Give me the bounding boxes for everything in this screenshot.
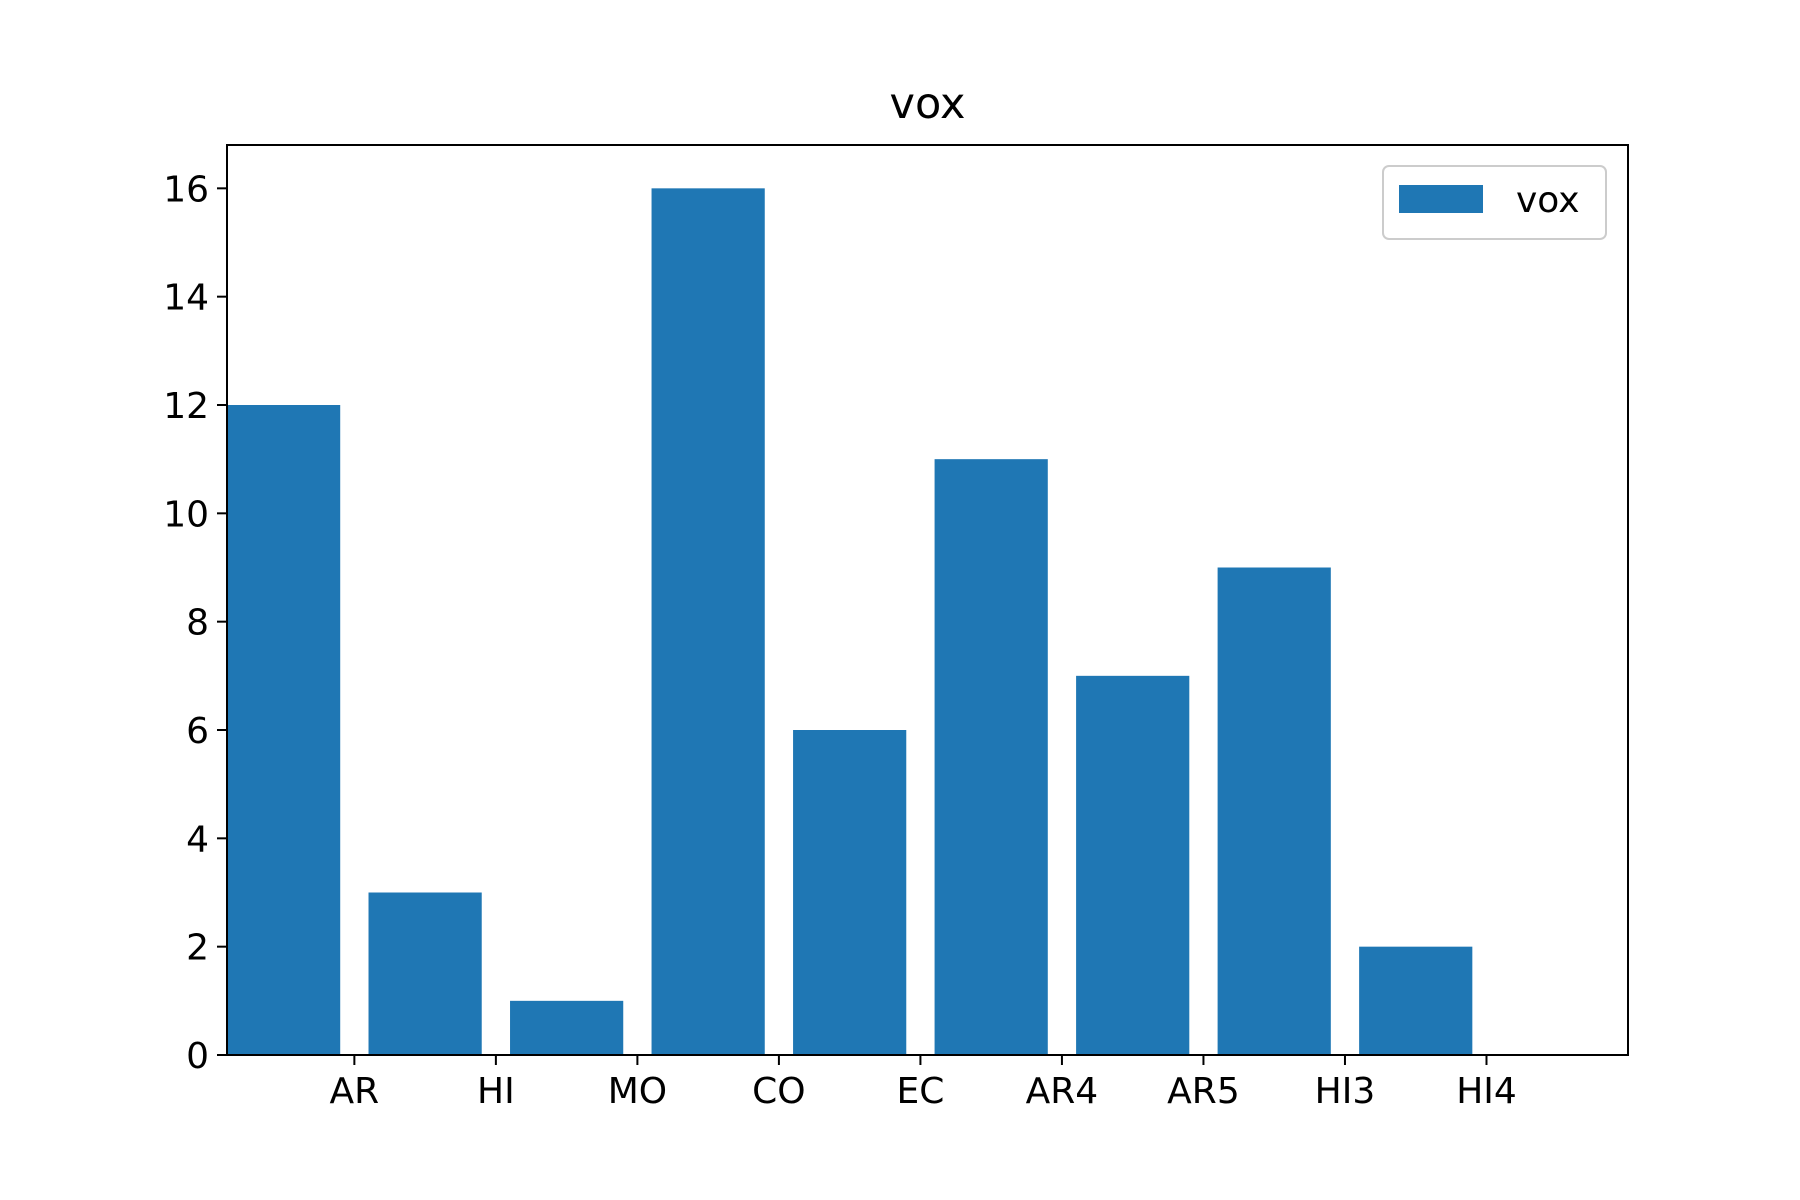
x-tick-label: MO [608,1071,667,1112]
bar-hi [368,892,482,1055]
y-axis: 0 2 4 6 8 10 12 14 16 [163,169,227,1077]
legend-swatch [1399,185,1483,213]
bar-ar [227,405,341,1055]
y-tick-label: 0 [186,1036,209,1077]
plot-frame [226,144,1629,1056]
legend: vox [1382,165,1607,240]
y-tick-label: 16 [163,169,209,210]
x-tick-label: EC [896,1071,944,1112]
x-tick-label: HI [477,1071,515,1112]
x-tick-label: CO [752,1071,805,1112]
bar-mo [510,1000,624,1055]
x-tick-label: AR [330,1071,380,1112]
x-tick-label: AR5 [1167,1071,1240,1112]
y-tick-label: 8 [186,603,209,644]
bars-group [227,188,1473,1056]
legend-label: vox [1516,180,1580,221]
y-tick-label: 2 [186,928,209,969]
x-tick-label: AR4 [1026,1071,1099,1112]
x-axis: AR HI MO CO EC AR4 AR5 HI3 HI4 [330,1055,1517,1112]
y-tick-label: 10 [163,494,209,535]
bar-hi3 [1217,567,1331,1055]
bar-hi4 [1359,946,1473,1055]
chart-title: vox [890,79,966,129]
bar-ar4 [934,459,1048,1056]
y-tick-label: 14 [163,278,209,319]
y-tick-label: 6 [186,711,209,752]
bar-ar5 [1076,675,1190,1055]
x-tick-label: HI3 [1315,1071,1376,1112]
y-tick-label: 4 [186,819,209,860]
bar-ec [793,730,907,1055]
y-tick-label: 12 [163,386,209,427]
bar-co [651,188,765,1056]
x-tick-label: HI4 [1456,1071,1517,1112]
legend-box [1382,165,1607,240]
